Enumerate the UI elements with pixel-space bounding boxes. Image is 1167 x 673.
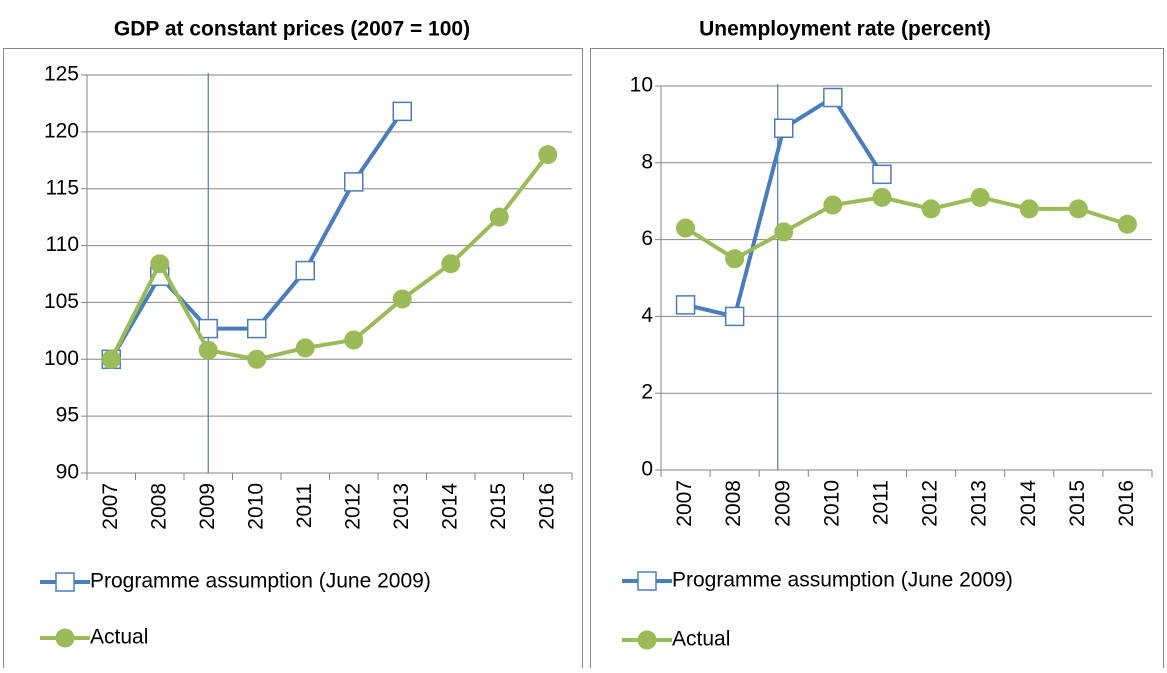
chart-title: GDP at constant prices (2007 = 100) — [114, 18, 470, 41]
series-line — [684, 195, 1129, 261]
y-tick-label: 6 — [641, 227, 653, 250]
data-point — [676, 218, 696, 238]
data-point — [823, 87, 843, 108]
y-tick-label: 90 — [56, 461, 79, 484]
legend-label: Actual — [672, 628, 730, 651]
y-tick-label: 4 — [641, 304, 653, 327]
data-point — [392, 101, 412, 122]
data-point — [921, 199, 941, 219]
chart-title: Unemployment rate (percent) — [699, 18, 991, 41]
x-tick-label: 2014 — [1017, 480, 1040, 527]
data-point — [247, 349, 267, 369]
y-tick-label: 95 — [56, 404, 79, 427]
y-tick-label: 105 — [44, 290, 79, 313]
x-tick-label: 2009 — [196, 483, 219, 530]
y-tick-label: 8 — [641, 150, 653, 173]
x-tick-label: 2009 — [771, 480, 794, 527]
data-point — [295, 260, 315, 281]
y-tick-label: 110 — [46, 233, 79, 256]
x-tick-label: 2011 — [293, 483, 316, 528]
y-tick-label: 0 — [641, 458, 653, 481]
data-point — [724, 306, 745, 327]
y-tick-label: 100 — [44, 347, 79, 370]
data-point — [489, 207, 509, 227]
x-tick-label: 2008 — [722, 480, 745, 527]
data-point — [101, 349, 121, 369]
legend-marker — [55, 572, 75, 592]
y-tick-label: 10 — [630, 74, 653, 97]
data-point — [198, 318, 218, 339]
data-point — [872, 164, 892, 185]
legend-label: Programme assumption (June 2009) — [90, 570, 431, 593]
data-point — [725, 249, 745, 269]
x-tick-label: 2012 — [919, 480, 942, 527]
y-tick-label: 2 — [641, 381, 653, 404]
legend-marker — [55, 628, 75, 648]
data-point — [774, 118, 794, 138]
data-point — [872, 187, 892, 207]
x-tick-label: 2012 — [341, 483, 364, 530]
data-point — [247, 318, 267, 339]
data-point — [970, 187, 990, 207]
legend-label: Programme assumption (June 2009) — [672, 569, 1013, 592]
x-tick-label: 2007 — [673, 480, 696, 527]
data-point — [1019, 199, 1039, 219]
data-point — [150, 254, 170, 274]
x-tick-label: 2016 — [1115, 480, 1138, 527]
x-tick-label: 2010 — [244, 483, 267, 530]
data-point — [441, 254, 461, 274]
data-point — [1068, 199, 1088, 219]
data-point — [774, 222, 794, 242]
data-point — [392, 289, 412, 309]
panel-border — [3, 48, 583, 673]
legend-marker — [637, 571, 657, 591]
legend-marker — [637, 630, 657, 650]
y-tick-label: 115 — [46, 176, 79, 199]
x-tick-label: 2011 — [869, 480, 892, 525]
x-tick-label: 2015 — [487, 483, 510, 530]
data-point — [823, 195, 843, 215]
x-tick-label: 2007 — [99, 483, 122, 530]
x-tick-label: 2013 — [390, 483, 413, 530]
x-tick-label: 2015 — [1066, 480, 1089, 527]
panel-border — [590, 48, 1164, 673]
data-point — [198, 340, 218, 360]
y-tick-label: 125 — [44, 63, 79, 86]
x-tick-label: 2013 — [968, 480, 991, 527]
y-tick-label: 120 — [44, 119, 79, 142]
x-tick-label: 2014 — [438, 483, 461, 530]
series-line — [109, 153, 550, 362]
x-tick-label: 2016 — [535, 483, 558, 530]
data-point — [675, 295, 696, 315]
data-point — [344, 172, 364, 192]
data-point — [295, 338, 315, 358]
x-tick-label: 2010 — [820, 480, 843, 527]
data-point — [344, 330, 364, 350]
legend-label: Actual — [90, 626, 148, 649]
data-point — [1117, 214, 1137, 234]
x-tick-label: 2008 — [147, 483, 170, 530]
data-point — [538, 145, 558, 165]
